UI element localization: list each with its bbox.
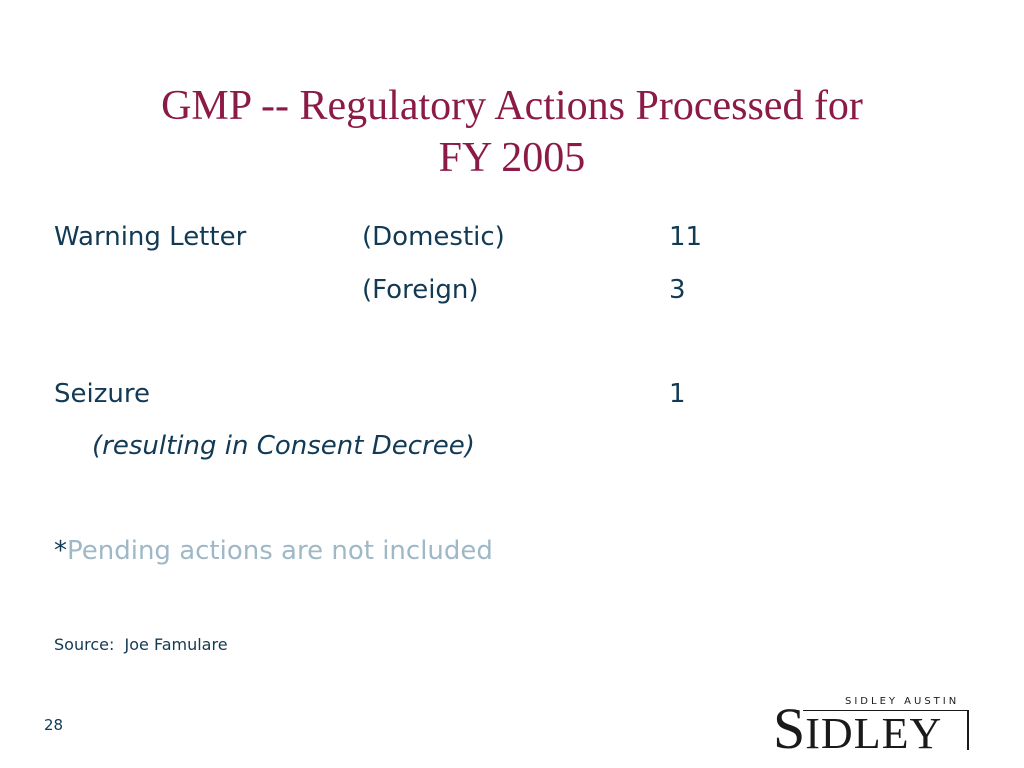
row-1-type: (Domestic) [362, 222, 505, 252]
footnote-text: Pending actions are not included [67, 536, 493, 566]
row-2-count: 3 [669, 275, 686, 305]
row-3-label: Seizure [54, 379, 150, 409]
logo-vertical-rule [967, 710, 969, 750]
logo-rest: IDLEY [805, 709, 943, 758]
slide-title-line-2: FY 2005 [438, 135, 586, 181]
slide-title-line-1: GMP -- Regulatory Actions Processed for [161, 83, 863, 129]
logo-initial: S [773, 696, 806, 761]
footnote: *Pending actions are not included [54, 536, 493, 566]
row-2-type: (Foreign) [362, 275, 479, 305]
row-1-label: Warning Letter [54, 222, 247, 252]
footnote-marker: * [54, 536, 67, 566]
logo-rule [803, 710, 969, 711]
row-3-count: 1 [669, 379, 686, 409]
logo-wordmark: SIDLEY [773, 700, 942, 758]
logo-firm-line: SIDLEY AUSTIN [845, 696, 960, 707]
row-1-count: 11 [669, 222, 703, 252]
source-text: Source: Joe Famulare [54, 635, 228, 654]
slide-title: GMP -- Regulatory Actions Processed for … [40, 80, 984, 184]
page-number: 28 [44, 716, 64, 734]
sidley-austin-logo: SIDLEY AUSTIN SIDLEY [773, 690, 973, 758]
seizure-note: (resulting in Consent Decree) [92, 431, 475, 461]
